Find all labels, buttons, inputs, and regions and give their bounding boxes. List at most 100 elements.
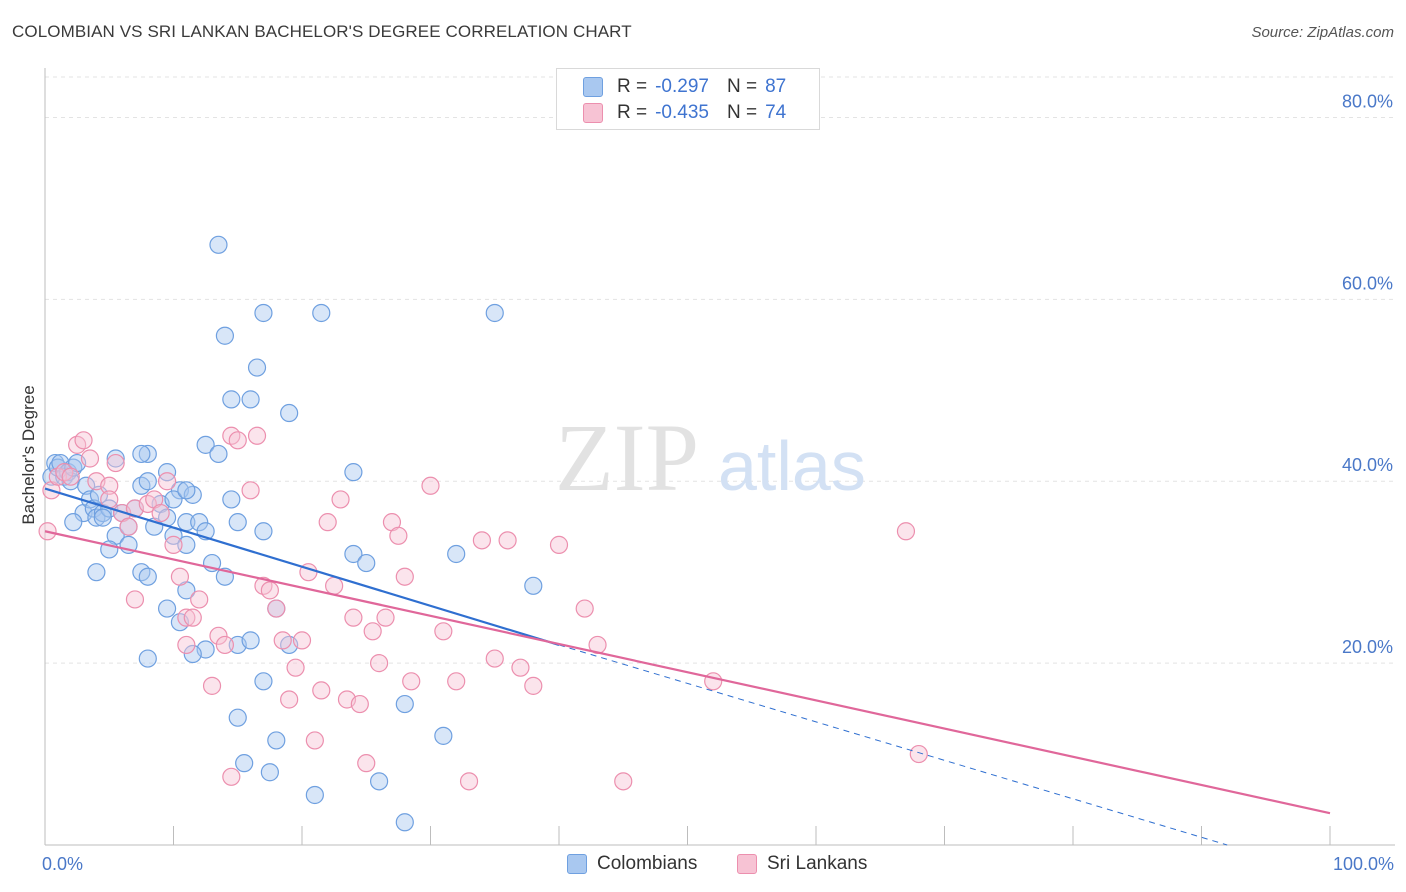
sri-lankans-legend-label: Sri Lankans (767, 853, 868, 874)
colombians-point (434, 726, 453, 745)
sri-lankans-point (292, 631, 312, 650)
colombians-point (164, 490, 183, 509)
sri-lankans-point (247, 426, 267, 445)
sri-lankans-point (344, 608, 363, 627)
sri-lankans-point (614, 772, 633, 791)
sri-lankans-point (177, 608, 196, 627)
sri-lankans-point (331, 490, 350, 509)
colombians-point (106, 449, 125, 468)
watermark: ZIP atlas (555, 404, 866, 511)
colombians-point (64, 513, 83, 532)
colombians-point (138, 649, 157, 668)
x-tick-label: 100.0% (1333, 854, 1394, 874)
correlation-legend: R = -0.297 N = 87 R = -0.435 N = 74 (556, 68, 820, 130)
colombians-trend-extension (558, 644, 1228, 846)
sri-lankans-point (363, 622, 382, 641)
colombians-point (190, 513, 209, 532)
sri-lankans-point (177, 635, 196, 655)
sri-lankans-point (370, 654, 389, 673)
sri-lankans-point (280, 690, 299, 709)
colombians-point (344, 463, 363, 482)
colombians-legend-swatch (567, 854, 587, 874)
r-value: -0.435 (655, 102, 709, 123)
sri-lankans-swatch (583, 103, 603, 123)
sri-lankans-point (318, 513, 337, 532)
colombians-points (42, 235, 543, 832)
colombians-point (524, 576, 543, 595)
y-tick-label: 20.0% (1342, 637, 1393, 657)
sri-lankans-point (421, 476, 440, 495)
colombians-point (132, 444, 151, 464)
sri-lankans-point (228, 431, 247, 450)
r-label: R = (617, 102, 648, 123)
colombians-point (344, 544, 363, 564)
colombians-point (93, 508, 112, 527)
sri-lankans-point (286, 658, 305, 677)
sri-lankans-point (260, 581, 279, 600)
x-tick-label: 0.0% (42, 854, 83, 874)
sri-lankans-legend-swatch (737, 854, 757, 874)
n-label: N = (726, 102, 758, 123)
legend-item-sri-lankans[interactable]: Sri Lankans (737, 852, 867, 876)
sri-lankans-point (267, 599, 286, 618)
colombians-point (89, 485, 109, 504)
colombians-point (215, 326, 234, 345)
sri-lankans-point (80, 449, 100, 468)
y-axis-label: Bachelor's Degree (19, 385, 38, 524)
colombians-point (183, 644, 202, 664)
n-label: N = (726, 76, 758, 97)
sri-lankans-points (38, 426, 928, 791)
legend-row-sri-lankans: R = -0.435 N = 74 (583, 100, 786, 126)
colombians-point (138, 444, 157, 464)
sri-lankans-point (119, 517, 138, 536)
axes (44, 68, 1395, 846)
colombians-point (138, 567, 157, 586)
colombians-point (209, 235, 228, 254)
sri-lankans-point (157, 472, 177, 491)
colombians-point (254, 672, 273, 691)
colombians-point (305, 785, 324, 805)
colombians-point (370, 772, 389, 791)
colombians-point (177, 481, 196, 500)
colombians-point (241, 631, 260, 650)
sri-lankans-point (498, 531, 517, 550)
colombians-point (241, 390, 260, 409)
colombians-point (357, 553, 376, 573)
colombians-swatch (583, 77, 603, 97)
colombians-point (209, 444, 228, 464)
sri-lankans-point (459, 772, 479, 791)
sri-lankans-point (61, 467, 80, 486)
sri-lankans-point (241, 481, 260, 500)
sri-lankans-point (350, 694, 369, 714)
sri-lankans-point (395, 567, 414, 586)
colombians-point (138, 472, 157, 491)
r-value: -0.297 (655, 76, 709, 97)
sri-lankans-point (100, 476, 119, 495)
sri-lankans-trend-line (44, 530, 1331, 815)
sri-lankans-point (170, 567, 190, 586)
chart-title: COLOMBIAN VS SRI LANKAN BACHELOR'S DEGRE… (12, 22, 632, 41)
legend-row-colombians: R = -0.297 N = 87 (583, 74, 786, 100)
r-label: R = (617, 76, 648, 97)
colombians-point (280, 403, 299, 423)
sri-lankans-point (447, 672, 466, 691)
legend-item-colombians[interactable]: Colombians (567, 852, 697, 876)
watermark-atlas: atlas (718, 427, 866, 505)
sri-lankans-point (389, 526, 408, 545)
colombians-point (235, 754, 254, 773)
sri-lankans-point (305, 731, 324, 750)
sri-lankans-point (434, 622, 453, 641)
sri-lankans-point (357, 754, 376, 773)
colombians-point (87, 563, 106, 582)
sri-lankans-point (704, 672, 723, 691)
sri-lankans-point (909, 744, 928, 764)
colombians-point (228, 513, 247, 532)
colombians-point (447, 544, 466, 564)
sri-lankans-point (74, 431, 93, 450)
y-tick-label: 60.0% (1342, 273, 1393, 293)
y-tick-label: 40.0% (1342, 455, 1393, 475)
colombians-point (260, 763, 279, 782)
sri-lankans-point (549, 535, 569, 554)
sri-lankans-point (376, 608, 395, 627)
